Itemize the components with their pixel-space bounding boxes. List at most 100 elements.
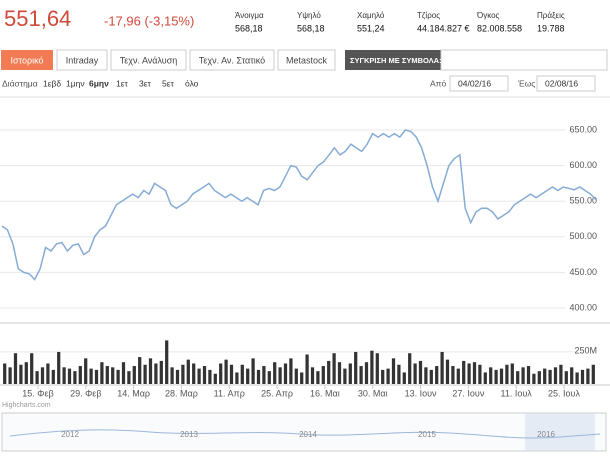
volume-bar [251, 358, 255, 384]
volume-bar [548, 369, 552, 384]
volume-bar [316, 371, 320, 384]
stat-label: Όγκος [476, 11, 500, 20]
range-option[interactable]: 6μην [89, 78, 109, 88]
range-option[interactable]: 5ετ [162, 78, 175, 88]
volume-bar [62, 367, 66, 384]
volume-bar [375, 353, 379, 384]
volume-bar [462, 360, 466, 384]
navigator-year: 2016 [537, 430, 555, 439]
volume-bar [364, 362, 369, 384]
volume-bar [429, 369, 433, 384]
stat-label: Τζίρος [417, 11, 440, 20]
volume-bar [278, 367, 282, 384]
volume-bar [532, 373, 536, 384]
volume-bar [521, 367, 525, 384]
tab-active[interactable] [1, 50, 53, 70]
stat-value: 19.788 [537, 23, 565, 33]
navigator-year: 2014 [299, 430, 317, 439]
volume-bar [235, 372, 239, 384]
volume-bar [570, 367, 574, 384]
y-tick-label: 600.00 [569, 160, 597, 170]
volume-bar [516, 371, 520, 384]
tab-label[interactable]: Τεχν. Αν. Στατικό [199, 55, 265, 65]
tab[interactable] [277, 49, 336, 71]
volume-bar [94, 369, 99, 384]
range-option[interactable]: όλο [185, 78, 199, 88]
tab-label[interactable]: Τεχν. Ανάλυση [120, 55, 178, 65]
range-option[interactable]: 3ετ [139, 78, 152, 88]
stat-label: Υψηλό [297, 11, 321, 20]
volume-bar [116, 369, 120, 384]
volume-bar [359, 366, 363, 384]
volume-bar [483, 372, 487, 384]
volume-bar [73, 371, 77, 384]
from-input[interactable] [449, 75, 509, 92]
volume-bar [543, 368, 547, 384]
volume-bar [262, 366, 266, 384]
navigator-year: 2013 [180, 430, 198, 439]
volume-bar [181, 364, 185, 384]
x-tick-label: 13. Ιουν [405, 388, 437, 398]
volume-bar [408, 353, 412, 384]
volume-bar [267, 371, 271, 384]
stat-label: Χαμηλό [357, 11, 385, 20]
price: 551,64 [4, 6, 71, 31]
volume-bar [451, 366, 455, 384]
x-tick-label: 29. Φεβ [70, 388, 101, 398]
volume-bar [148, 358, 153, 384]
volume-bar [564, 371, 568, 384]
volume-bar [208, 369, 212, 384]
from-value[interactable]: 04/02/16 [458, 78, 491, 88]
tab[interactable] [110, 49, 187, 71]
tab[interactable] [56, 49, 108, 71]
volume-bar [165, 340, 169, 384]
range-option[interactable]: 1μην [66, 78, 85, 88]
volume-bar [19, 364, 23, 384]
volume-bar [8, 367, 12, 384]
volume-bar [456, 368, 460, 384]
volume-bar [424, 367, 428, 384]
volume-bar [121, 362, 126, 384]
volume-bar [580, 369, 585, 384]
volume-bar [256, 369, 261, 384]
volume-bar [435, 366, 439, 384]
volume-bar [354, 351, 358, 384]
volume-bar [240, 364, 244, 384]
volume-bar [127, 371, 131, 384]
volume-bar [300, 372, 304, 384]
stat-label: Άνοιγμα [235, 11, 264, 20]
volume-bar [343, 368, 347, 384]
compare-input[interactable] [440, 49, 608, 71]
to-input[interactable] [536, 75, 596, 92]
volume-bar [202, 366, 207, 384]
volume-bar [294, 368, 298, 384]
navigator-window[interactable] [525, 413, 595, 451]
volume-bar [327, 360, 331, 384]
volume-bar [575, 372, 579, 384]
volume-bar [499, 368, 504, 384]
tab-label[interactable]: Intraday [66, 55, 99, 65]
volume-bar [321, 366, 325, 384]
range-option[interactable]: 1εβδ [43, 78, 61, 88]
volume-bar [13, 353, 18, 384]
navigator[interactable] [1, 412, 607, 452]
volume-bar [57, 351, 61, 384]
tab-label[interactable]: Ιστορικό [10, 55, 43, 65]
volume-bar [472, 362, 477, 384]
volume-bar [337, 362, 342, 384]
volume-bar [445, 359, 450, 384]
volume-bar [40, 367, 45, 384]
volume-bar [51, 369, 55, 384]
x-tick-label: 11. Απρ [214, 388, 245, 398]
to-value[interactable]: 02/08/16 [545, 78, 578, 88]
stat-value: 568,18 [297, 23, 325, 33]
credit: Highcharts.com [2, 402, 51, 409]
volume-bar [283, 363, 288, 384]
tab[interactable] [189, 49, 275, 71]
volume-bar [505, 364, 509, 384]
stat-label: Πράξεις [537, 11, 565, 20]
tab-label[interactable]: Metastock [286, 55, 328, 65]
volume-bar [89, 368, 93, 384]
range-option[interactable]: 1ετ [116, 78, 129, 88]
